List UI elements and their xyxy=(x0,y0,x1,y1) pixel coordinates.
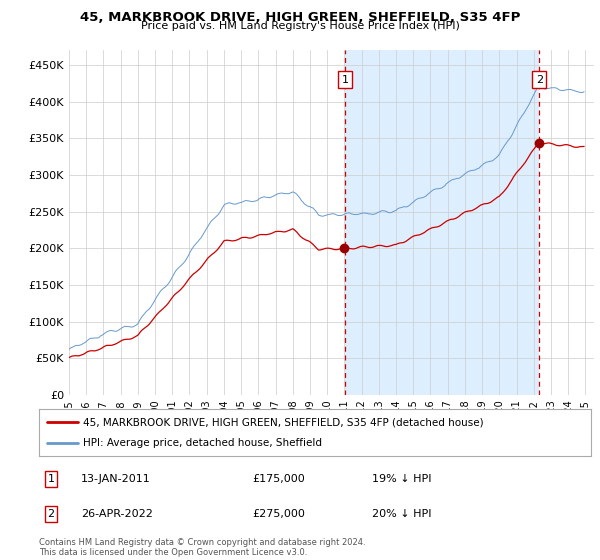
Text: £275,000: £275,000 xyxy=(252,509,305,519)
Text: Price paid vs. HM Land Registry's House Price Index (HPI): Price paid vs. HM Land Registry's House … xyxy=(140,21,460,31)
Text: 2: 2 xyxy=(536,74,543,85)
Text: £175,000: £175,000 xyxy=(252,474,305,484)
Text: 20% ↓ HPI: 20% ↓ HPI xyxy=(372,509,431,519)
Text: Contains HM Land Registry data © Crown copyright and database right 2024.
This d: Contains HM Land Registry data © Crown c… xyxy=(39,538,365,557)
Text: 26-APR-2022: 26-APR-2022 xyxy=(81,509,153,519)
Text: 1: 1 xyxy=(341,74,349,85)
Text: 1: 1 xyxy=(47,474,55,484)
Text: 13-JAN-2011: 13-JAN-2011 xyxy=(81,474,151,484)
Text: 45, MARKBROOK DRIVE, HIGH GREEN, SHEFFIELD, S35 4FP: 45, MARKBROOK DRIVE, HIGH GREEN, SHEFFIE… xyxy=(80,11,520,24)
Text: 2: 2 xyxy=(47,509,55,519)
Text: 19% ↓ HPI: 19% ↓ HPI xyxy=(372,474,431,484)
Text: 45, MARKBROOK DRIVE, HIGH GREEN, SHEFFIELD, S35 4FP (detached house): 45, MARKBROOK DRIVE, HIGH GREEN, SHEFFIE… xyxy=(83,417,484,427)
Bar xyxy=(345,50,539,395)
Text: HPI: Average price, detached house, Sheffield: HPI: Average price, detached house, Shef… xyxy=(83,438,322,448)
